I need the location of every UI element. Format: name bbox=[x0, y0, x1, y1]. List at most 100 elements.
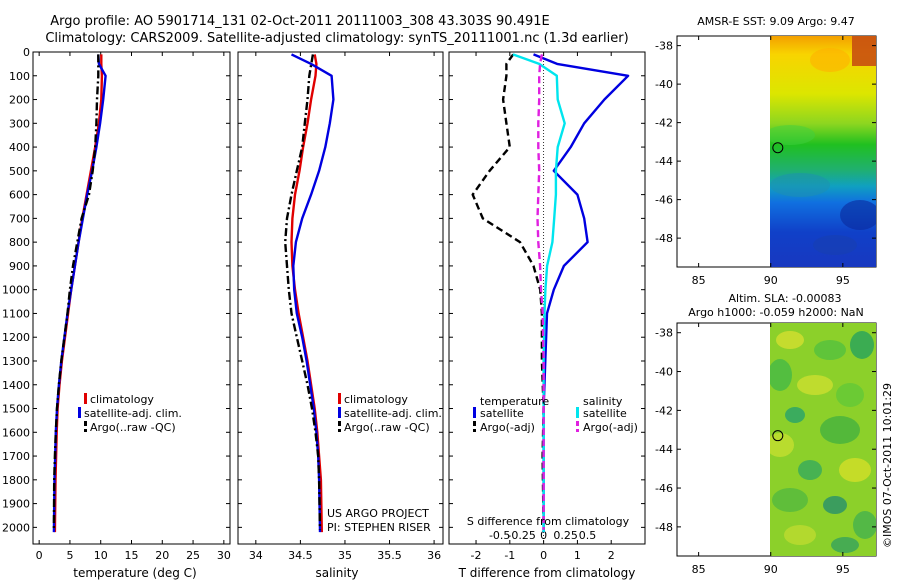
map-y-tick-label: -40 bbox=[655, 366, 673, 379]
sst-green-patch bbox=[770, 125, 815, 145]
temperature-series bbox=[52, 54, 107, 533]
s-diff-tick-label: 0.5 bbox=[579, 529, 597, 542]
map-x-tick-label: 90 bbox=[764, 563, 778, 576]
sla-blob bbox=[823, 496, 847, 514]
x-tick-label: 30 bbox=[217, 549, 231, 562]
sst-map-title: AMSR-E SST: 9.09 Argo: 9.47 bbox=[697, 15, 855, 28]
legend-argo: Argo(..raw -QC) bbox=[344, 421, 430, 434]
s-diff-tick-label: -0.25 bbox=[507, 529, 535, 542]
legend-swatch-climatology bbox=[84, 393, 87, 404]
legend-swatch-s-argo-b bbox=[576, 429, 579, 432]
legend-swatch-s-argo bbox=[576, 421, 579, 426]
legend-swatch-satellite bbox=[338, 407, 341, 418]
y-tick-label: 500 bbox=[9, 165, 30, 178]
x-tick-label: 25 bbox=[186, 549, 200, 562]
t-diff-xlabel: T difference from climatology bbox=[458, 566, 636, 580]
legend-argo: Argo(..raw -QC) bbox=[90, 421, 176, 434]
y-tick-label: 1900 bbox=[2, 498, 30, 511]
map-y-tick-label: -42 bbox=[655, 404, 673, 417]
map-y-tick-label: -46 bbox=[655, 482, 673, 495]
legend-title-salinity: salinity bbox=[583, 395, 623, 408]
depth-axis: 0 100 200 300 400 500 600 700 800 900 1000 1100 1200… bbox=[2, 46, 230, 534]
temperature-panel: 0100200300400500600700800900100011001200… bbox=[2, 46, 231, 580]
map-y-tick-label: -44 bbox=[655, 443, 673, 456]
map-x-tick-label: 95 bbox=[836, 274, 850, 287]
y-tick-label: 1300 bbox=[2, 355, 30, 368]
sst-field bbox=[770, 36, 876, 267]
y-tick-label: 1400 bbox=[2, 379, 30, 392]
legend-s-argo: Argo(-adj) bbox=[583, 421, 638, 434]
map-y-tick-label: -44 bbox=[655, 155, 673, 168]
x-tick-label: -2 bbox=[471, 549, 482, 562]
sla-field bbox=[770, 323, 876, 556]
sla-blob bbox=[770, 433, 794, 457]
legend-satellite: satellite-adj. clim. bbox=[84, 407, 182, 420]
sla-blob bbox=[772, 488, 808, 512]
sla-map: Altim. SLA: -0.00083 Argo h1000: -0.059 … bbox=[655, 292, 877, 576]
sla-blob bbox=[839, 458, 871, 482]
x-tick-label: -1 bbox=[504, 549, 515, 562]
salinity-panel: 34 34.5 35 35.5 36 salinity climatology sate… bbox=[237, 51, 444, 580]
salinity-x-axis: 34 34.5 35 35.5 36 bbox=[249, 52, 441, 562]
sla-blob bbox=[784, 525, 816, 545]
title-line1: Argo profile: AO 5901714_131 02-Oct-2011… bbox=[50, 14, 549, 29]
sla-blob bbox=[798, 460, 822, 480]
y-tick-label: 300 bbox=[9, 117, 30, 130]
s-diff-tick-label: 0.25 bbox=[553, 529, 578, 542]
legend-climatology: climatology bbox=[344, 393, 408, 406]
salinity-depth-ticks bbox=[238, 51, 443, 528]
x-tick-label: 5 bbox=[66, 549, 73, 562]
map-y-tick-label: -48 bbox=[655, 232, 673, 245]
x-tick-label: 10 bbox=[94, 549, 108, 562]
difference-panel: -2 -1 0 1 2 -0.5-0.25 0 0.25 0.5 S difference f… bbox=[448, 51, 646, 580]
y-tick-label: 1600 bbox=[2, 426, 30, 439]
salinity-xlabel: salinity bbox=[315, 566, 358, 580]
y-tick-label: 0 bbox=[23, 46, 30, 59]
temperature-axes-box bbox=[32, 51, 231, 545]
legend-swatch-t-satellite bbox=[473, 407, 476, 418]
map-y-tick-label: -40 bbox=[655, 78, 673, 91]
x-tick-label: 20 bbox=[155, 549, 169, 562]
map-x-tick-label: 85 bbox=[692, 563, 706, 576]
legend-swatch-argo-b bbox=[338, 429, 341, 432]
y-tick-label: 1800 bbox=[2, 474, 30, 487]
legend-swatch-argo-b bbox=[84, 429, 87, 432]
sla-map-title-line1: Altim. SLA: -0.00083 bbox=[728, 292, 841, 305]
sst-mid-patch bbox=[770, 173, 830, 197]
sla-blob bbox=[770, 359, 792, 391]
x-tick-label: 2 bbox=[608, 549, 615, 562]
salinity-axes-box bbox=[237, 51, 444, 545]
y-tick-label: 100 bbox=[9, 70, 30, 83]
sst-map: AMSR-E SST: 9.09 Argo: 9.47 85 90 95 -38 -40… bbox=[655, 15, 877, 287]
y-tick-label: 2000 bbox=[2, 521, 30, 534]
sla-blob bbox=[814, 340, 846, 360]
sla-blob bbox=[831, 537, 859, 553]
pi-annotation: PI: STEPHEN RISER bbox=[327, 521, 431, 534]
sst-map-axes: 85 90 95 -38 -40 -42 -44 -46 -48 bbox=[655, 36, 876, 287]
title-line2: Climatology: CARS2009. Satellite-adjuste… bbox=[45, 31, 628, 46]
legend-swatch-argo bbox=[338, 421, 341, 426]
x-tick-label: 36 bbox=[427, 549, 441, 562]
legend-swatch-t-argo-b bbox=[473, 429, 476, 432]
map-x-tick-label: 85 bbox=[692, 274, 706, 287]
legend-t-argo: Argo(-adj) bbox=[480, 421, 535, 434]
map-x-tick-label: 95 bbox=[836, 563, 850, 576]
legend-swatch-s-satellite bbox=[576, 407, 579, 418]
legend-swatch-t-argo bbox=[473, 421, 476, 426]
series-line bbox=[536, 54, 545, 530]
map-y-tick-label: -42 bbox=[655, 117, 673, 130]
temperature-legend: climatology satellite-adj. clim. Argo(..… bbox=[78, 393, 182, 434]
map-x-tick-label: 90 bbox=[764, 274, 778, 287]
sst-cool-patch bbox=[813, 235, 857, 255]
y-tick-label: 1000 bbox=[2, 284, 30, 297]
sst-warm-patch bbox=[810, 48, 850, 72]
sst-warm-corner bbox=[852, 36, 876, 66]
temperature-x-axis: 0 5 10 15 20 25 30 bbox=[36, 52, 231, 562]
series-line bbox=[52, 54, 100, 530]
y-tick-label: 800 bbox=[9, 236, 30, 249]
legend-satellite: satellite-adj. clim. bbox=[344, 407, 442, 420]
sla-blob bbox=[836, 383, 864, 407]
salinity-series bbox=[284, 53, 335, 533]
legend-title-temperature: temperature bbox=[480, 395, 549, 408]
